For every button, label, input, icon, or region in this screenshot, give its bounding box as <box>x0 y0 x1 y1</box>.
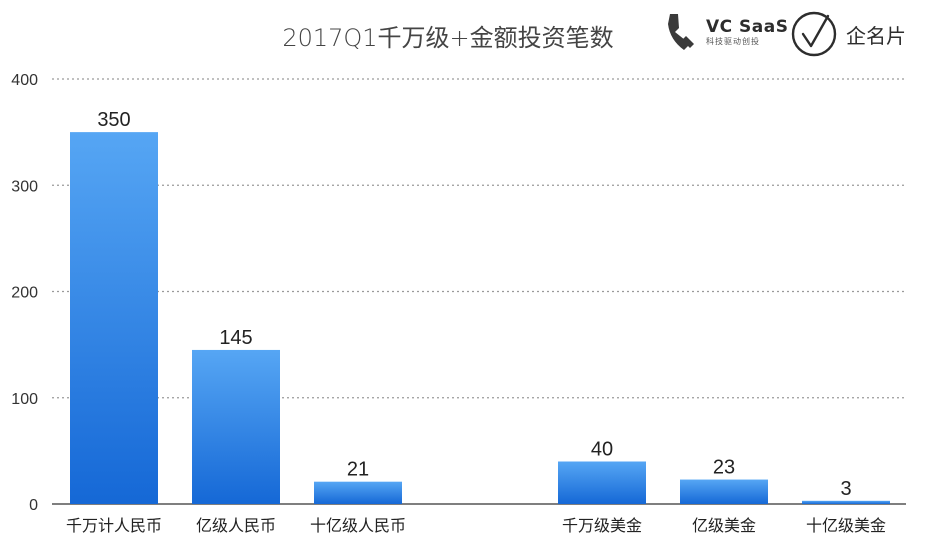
x-tick-label: 亿级人民币 <box>196 516 276 535</box>
x-tick-label: 十亿级美金 <box>806 516 886 535</box>
chart-title: 2017Q1千万级+金额投资笔数 <box>282 24 614 52</box>
bar <box>314 481 402 504</box>
x-tick-label: 千万级美金 <box>562 516 642 535</box>
y-tick-label: 200 <box>11 285 38 302</box>
y-tick-label: 300 <box>11 178 38 195</box>
vc-saas-brand: VC SaaS 科技驱动创投 <box>666 10 788 54</box>
qimingpian-name: 企名片 <box>846 23 906 48</box>
bar <box>802 500 890 504</box>
vc-saas-name: VC SaaS <box>706 17 789 37</box>
data-label: 145 <box>219 327 252 349</box>
y-tick-label: 400 <box>11 72 38 89</box>
bar <box>680 479 768 504</box>
bar <box>70 132 158 504</box>
data-label: 3 <box>840 478 851 500</box>
x-tick-label: 亿级美金 <box>692 516 756 535</box>
y-tick-label: 0 <box>29 497 38 514</box>
vc-saas-logo-icon <box>668 14 694 50</box>
x-tick-label: 十亿级人民币 <box>310 516 406 535</box>
vc-saas-tagline: 科技驱动创投 <box>706 37 760 46</box>
data-label: 350 <box>97 109 130 131</box>
bar <box>192 349 280 504</box>
y-tick-label: 100 <box>11 391 38 408</box>
qimingpian-logo-icon <box>791 11 837 57</box>
x-tick-label: 千万计人民币 <box>66 516 162 535</box>
data-label: 23 <box>713 457 735 479</box>
data-label: 21 <box>347 459 369 481</box>
qimingpian-brand: 企名片 <box>790 10 906 58</box>
bar <box>558 461 646 504</box>
data-label: 40 <box>591 439 613 461</box>
